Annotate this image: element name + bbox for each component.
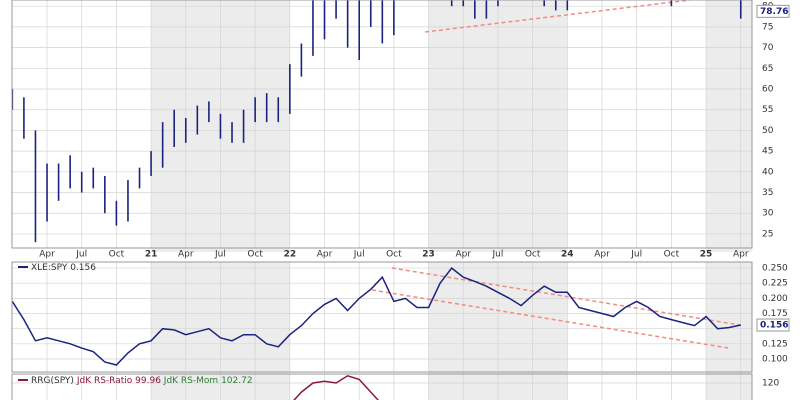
year-shade [706, 374, 752, 400]
x-tick-label: 22 [284, 250, 297, 260]
y-tick-label: 35 [762, 188, 773, 198]
y-tick-label: 55 [762, 105, 773, 115]
y-tick-label: 0.250 [762, 264, 788, 274]
series-line [293, 374, 380, 400]
y-tick-label: 120 [762, 379, 779, 389]
lines [12, 267, 741, 366]
legend-entry: XLE:SPY 0.156 [31, 263, 96, 273]
x-tick-label: Jul [75, 250, 87, 260]
x-tick-label: Oct [664, 250, 680, 260]
y-tick-label: 65 [762, 64, 773, 74]
trendline [391, 267, 741, 326]
x-tick-label: Jul [353, 250, 365, 260]
background [151, 0, 752, 400]
legend-entry: RRG(SPY) JdK RS-Ratio 99.96 JdK RS-Mom 1… [31, 376, 253, 386]
y-tick-label: 25 [762, 229, 773, 239]
y-tick-label: 60 [762, 85, 774, 95]
y-tick-label: 0.175 [762, 309, 788, 319]
x-tick-label: Oct [525, 250, 541, 260]
y-tick-label: 0.125 [762, 339, 788, 349]
x-tick-label: Jul [630, 250, 642, 260]
series-line [12, 267, 741, 366]
x-tick-label: 25 [700, 250, 713, 260]
last-value-box [756, 318, 790, 332]
x-tick-label: 23 [422, 250, 435, 260]
legend-value: 0.156 [70, 263, 96, 273]
frames [11, 0, 753, 400]
y-tick-label: 50 [762, 126, 774, 136]
x-tick-label: Oct [109, 250, 125, 260]
labels: XLE:SPY 0.156 RRG(SPY) JdK RS-Ratio 99.9… [18, 2, 790, 389]
x-tick-label: 24 [561, 250, 574, 260]
x-tick-label: Apr [455, 250, 471, 260]
year-shade [706, 0, 752, 252]
legend-name: JdK RS-Mom [163, 376, 218, 386]
panel-frame [11, 0, 753, 249]
y-tick-label: 75 [762, 22, 773, 32]
year-shade [706, 262, 752, 376]
legend-value: 99.96 [135, 376, 161, 386]
legend-name: XLE:SPY [31, 263, 68, 273]
x-tick-label: Jul [492, 250, 504, 260]
last-value-label: 78.76 [760, 7, 788, 17]
x-tick-label: Oct [386, 250, 402, 260]
x-tick-label: Apr [317, 250, 333, 260]
y-tick-label: 0.100 [762, 354, 788, 364]
legend-value: 102.72 [221, 376, 253, 386]
marks [12, 0, 742, 400]
y-tick-label: 40 [762, 167, 774, 177]
x-tick-label: Jul [214, 250, 226, 260]
last-value-label: 0.156 [760, 321, 788, 331]
panel-frame [11, 373, 753, 400]
lines [293, 374, 380, 400]
legend-name: JdK RS-Ratio [76, 376, 133, 386]
grid [12, 0, 752, 400]
x-tick-label: Apr [594, 250, 610, 260]
y-tick-label: 0.225 [762, 279, 788, 289]
y-tick-label: 0.200 [762, 294, 788, 304]
trendline [424, 0, 691, 33]
panel-title: RRG(SPY) [31, 376, 74, 386]
x-tick-label: Apr [733, 250, 749, 260]
last-value-box [756, 4, 790, 18]
panel-frame [11, 261, 753, 373]
y-tick-label: 30 [762, 209, 774, 219]
x-tick-label: Apr [39, 250, 55, 260]
x-tick-label: Apr [178, 250, 194, 260]
y-tick-label: 70 [762, 43, 774, 53]
y-tick-label: 45 [762, 147, 773, 157]
x-tick-label: 21 [145, 250, 158, 260]
price-bars [12, 0, 742, 243]
x-tick-label: Oct [247, 250, 263, 260]
